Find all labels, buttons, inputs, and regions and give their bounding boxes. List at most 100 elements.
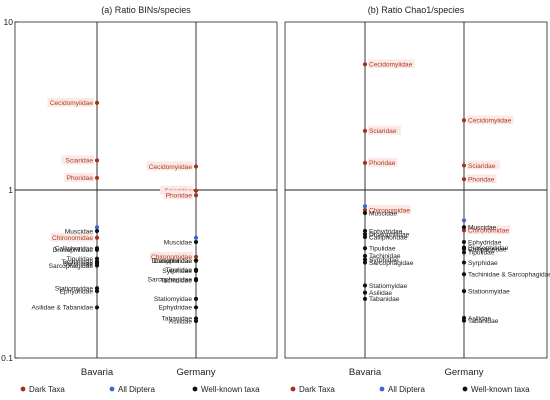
data-label-calliphoridae: Calliphoridae (369, 234, 408, 241)
data-label-tabanidae: Tabanidae (369, 296, 400, 303)
data-label-highlight (467, 225, 511, 235)
data-label-ephydridae: Ephydridae (369, 228, 403, 235)
data-label-phoridae: Phoridae (369, 160, 396, 167)
data-point-dark-taxa-phoridae (461, 177, 467, 182)
y-tick-label: 0.1 (1, 353, 13, 363)
data-point-well-known-taxa-calliphoridae (362, 234, 368, 240)
data-label-chironomidae: Chironomidae (369, 207, 410, 214)
data-label-asilidae: Asilidae (369, 290, 392, 297)
data-point-dark-taxa-cecidomyiidae (362, 62, 368, 67)
data-point-well-known-taxa-drosophilidae (94, 247, 100, 252)
data-label-sciaridae: Sciaridae (66, 158, 94, 165)
data-label-drosophilidae: Drosophilidae (369, 232, 410, 239)
data-label-statiomyidae: Statiomyidae (369, 283, 407, 290)
data-point-dark-taxa-phoridae (193, 193, 199, 198)
data-label-highlight (368, 157, 398, 167)
data-label-highlight (467, 115, 514, 125)
data-point-all-diptera (362, 204, 368, 209)
data-point-well-known-taxa-ephydridae (461, 239, 467, 245)
chart-title: (a) Ratio BINs/species (101, 5, 191, 15)
data-point-dark-taxa-phoridae (362, 160, 368, 165)
data-label-highlight (149, 251, 193, 261)
data-label-tabanidae: Tabanidae (162, 316, 193, 323)
data-label-muscidae: Muscidae (65, 228, 94, 235)
data-label-phoridae: Phoridae (468, 176, 495, 183)
chart-title: (b) Ratio Chao1/species (368, 5, 465, 15)
data-label-ephydridae: Ephydridae (468, 239, 502, 246)
legend-marker-all-diptera (109, 386, 115, 392)
data-label-drosophilidae: Drosophilidae (53, 247, 94, 254)
legend-marker-all-diptera (379, 386, 385, 392)
data-label-chironomidae: Chironomidae (52, 235, 93, 242)
data-point-dark-taxa-sciaridae (461, 163, 467, 168)
data-label-tipulidae: Tipulidae (66, 256, 93, 263)
data-point-dark-taxa-cecidomyiidae (94, 100, 100, 105)
data-point-well-known-taxa-tipulidae (461, 250, 467, 255)
data-label-highlight (368, 59, 415, 69)
data-label-stationmyidae: Stationmyidae (468, 288, 510, 295)
data-label-sarcophagidae: Sarcophagidae (49, 263, 94, 270)
data-point-well-known-taxa-tachinidae (193, 278, 199, 283)
data-point-well-known-taxa-asilidae (362, 290, 368, 295)
data-label-tipulidae: Tipulidae (369, 246, 396, 253)
data-label-syrphidae: Syrphidae (369, 257, 399, 264)
data-point-well-known-taxa-syrphidae (362, 257, 368, 262)
category-label-bavaria: Bavaria (349, 367, 382, 378)
data-label-highlight (50, 232, 94, 242)
data-label-drosophilidae: Drosophilidae (468, 245, 509, 252)
data-label-highlight (163, 190, 193, 200)
data-label-phoridae: Phoridae (67, 175, 94, 182)
data-label-highlight (47, 97, 94, 107)
data-label-sciaridae: Sciaridae (468, 163, 496, 170)
data-label-asilidae: Asilidae (169, 318, 192, 325)
legend-marker-well-known-taxa (192, 386, 198, 392)
legend-label-well-known-taxa: Well-known taxa (201, 385, 260, 394)
data-label-muscidae: Muscidae (369, 210, 398, 217)
data-point-well-known-taxa-ephydridae (193, 305, 199, 310)
data-point-well-known-taxa-tipulidae (362, 246, 368, 251)
data-label-syrphidae: Syrphidae (63, 261, 93, 268)
data-point-well-known-taxa-tachinidae (362, 253, 368, 259)
data-point-well-known-taxa-muscidae (362, 210, 368, 216)
data-point-dark-taxa-cecidomyiidae (193, 164, 199, 169)
data-point-well-known-taxa-tabanidae (362, 296, 368, 301)
data-point-dark-taxa-chironomidae (461, 228, 467, 233)
legend-label-all-diptera: All Diptera (118, 385, 155, 394)
data-point-dark-taxa-chironomidae (362, 207, 368, 213)
data-label-syrphidae: Syrphidae (162, 268, 192, 275)
data-label-tipulidae: Tipulidae (468, 250, 495, 257)
data-point-well-known-taxa-calliphoridae (193, 258, 199, 263)
data-point-well-known-taxa-syrphidae (461, 260, 467, 265)
data-label-chironomidae: Chironomidae (468, 228, 509, 235)
data-label-chironomidae: Chironomidae (151, 254, 192, 261)
data-point-well-known-taxa-sarcophagidae (94, 263, 100, 268)
category-label-germany: Germany (176, 367, 215, 378)
data-label-calliphoridae: Calliphoridae (468, 246, 507, 253)
data-label-asilidae-and-tabanidae: Asilidae & Tabanidae (32, 305, 94, 312)
data-point-well-known-taxa-sarcophagidae (362, 260, 368, 265)
data-label-tipulidae: Tipulidae (165, 267, 192, 274)
data-label-highlight (160, 185, 193, 195)
data-label-highlight (61, 155, 94, 165)
data-label-ephydridae: Ephydridae (159, 305, 193, 312)
data-point-well-known-taxa-ephydridae (94, 289, 100, 294)
y-tick-label: 1 (8, 185, 13, 195)
data-point-well-known-taxa-statiomyidae (193, 296, 199, 301)
data-label-tachinidae: Tachinidae (61, 259, 93, 266)
data-point-dark-taxa-sciaridae (193, 188, 199, 193)
data-label-muscidae: Muscidae (468, 225, 497, 232)
data-point-dark-taxa-chironomidae (193, 254, 199, 259)
data-label-cecidomyiidae: Cecidomyiidae (369, 62, 413, 69)
legend-marker-dark-taxa (20, 386, 26, 392)
data-label-drosophilidae: Drosophilidae (152, 258, 193, 265)
data-point-all-diptera (94, 225, 100, 230)
data-label-calliphoridae: Calliphoridae (55, 246, 94, 253)
data-point-well-known-taxa-ephydridae (362, 228, 368, 234)
data-point-all-diptera (461, 218, 467, 223)
data-point-dark-taxa-phoridae (94, 175, 100, 181)
data-label-highlight (467, 160, 500, 170)
data-label-highlight (368, 125, 401, 135)
data-label-highlight (467, 174, 497, 184)
data-point-well-known-taxa-muscidae (461, 225, 467, 230)
